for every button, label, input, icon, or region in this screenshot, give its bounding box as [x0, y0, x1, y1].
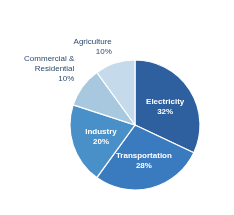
svg-text:Industry20%: Industry20%	[85, 127, 117, 146]
svg-text:Electricity32%: Electricity32%	[146, 97, 185, 116]
svg-text:Commercial &Residential10%: Commercial &Residential10%	[24, 54, 75, 83]
svg-text:Transportation28%: Transportation28%	[116, 151, 172, 170]
svg-text:Agriculture10%: Agriculture10%	[74, 37, 113, 56]
